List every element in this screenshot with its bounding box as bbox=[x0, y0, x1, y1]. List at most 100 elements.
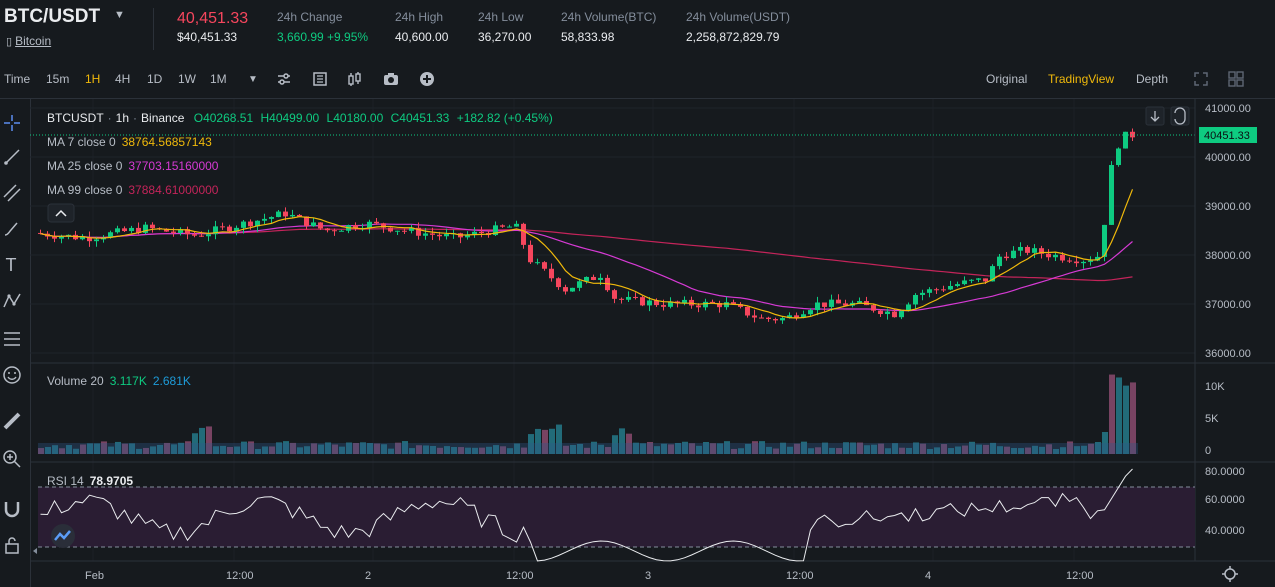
scroll-down-button[interactable] bbox=[1145, 106, 1165, 126]
chart-settings-button[interactable] bbox=[1222, 566, 1238, 582]
chevron-down-icon[interactable]: ▼ bbox=[114, 9, 125, 21]
ma7-line bbox=[40, 189, 1134, 319]
volume-axis: 10K 5K 0 bbox=[1205, 381, 1225, 457]
candle-body bbox=[955, 284, 960, 286]
view-depth[interactable]: Depth bbox=[1136, 72, 1169, 86]
legend-close: C40451.33 bbox=[391, 111, 450, 125]
volume-bars bbox=[38, 374, 1138, 454]
legend-ma25: MA 25 close 0 37703.15160000 bbox=[47, 159, 219, 173]
candle-body bbox=[395, 230, 400, 232]
candle-body bbox=[990, 266, 995, 282]
candle-body bbox=[549, 268, 554, 279]
divider bbox=[153, 8, 154, 50]
candle-body bbox=[521, 223, 526, 245]
interval-1d[interactable]: 1D bbox=[147, 72, 163, 86]
volume-bar bbox=[318, 444, 324, 454]
volume-bar bbox=[857, 442, 863, 454]
ruler-icon[interactable] bbox=[2, 411, 22, 431]
add-circle-icon[interactable] bbox=[419, 71, 435, 87]
lock-icon[interactable] bbox=[2, 535, 22, 555]
candle-body bbox=[1018, 246, 1023, 251]
indicators-icon[interactable] bbox=[312, 71, 328, 87]
scroll-left-button[interactable] bbox=[33, 548, 37, 554]
interval-1w[interactable]: 1W bbox=[178, 72, 196, 86]
candle-body bbox=[437, 234, 442, 237]
candle-body bbox=[381, 223, 386, 228]
interval-4h[interactable]: 4H bbox=[115, 72, 131, 86]
interval-15m[interactable]: 15m bbox=[46, 72, 70, 86]
current-price-tag: 40451.33 bbox=[1199, 127, 1257, 143]
volume-bar bbox=[1074, 446, 1080, 454]
candle-body bbox=[1081, 261, 1086, 264]
candle-type-icon[interactable] bbox=[347, 71, 363, 87]
volume-bar bbox=[1032, 445, 1038, 454]
fib-icon[interactable] bbox=[2, 329, 22, 349]
reset-chart-button[interactable] bbox=[1170, 106, 1190, 126]
grid bbox=[30, 99, 1195, 561]
time-axis[interactable]: Feb 12:00 2 12:00 3 12:00 4 12:00 bbox=[85, 570, 1094, 582]
volume-bar bbox=[465, 447, 471, 454]
candle-body bbox=[1102, 224, 1107, 257]
candle-body bbox=[591, 276, 596, 280]
volume-bar bbox=[850, 442, 856, 454]
volume-bar bbox=[913, 442, 919, 454]
magnet-icon[interactable] bbox=[2, 499, 22, 519]
volume-bar bbox=[675, 442, 681, 454]
fullscreen-icon[interactable] bbox=[1193, 71, 1209, 87]
volume-bar bbox=[983, 444, 989, 454]
interval-1h[interactable]: 1H bbox=[85, 72, 101, 86]
volume-bar bbox=[129, 443, 135, 454]
time-tick-label: 4 bbox=[925, 570, 931, 582]
volume-bar bbox=[143, 447, 149, 454]
channel-icon[interactable] bbox=[2, 183, 22, 203]
volume-bar bbox=[507, 448, 513, 454]
coin-name: Bitcoin bbox=[15, 34, 52, 48]
candle-body bbox=[871, 305, 876, 311]
crosshair-icon[interactable] bbox=[2, 113, 22, 133]
camera-icon[interactable] bbox=[383, 71, 399, 87]
volume-bar bbox=[1004, 446, 1010, 454]
candles bbox=[38, 128, 1135, 324]
price-axis[interactable]: 41000.00 40000.00 39000.00 38000.00 37000.00… bbox=[1205, 103, 1251, 360]
text-tool-icon[interactable]: T bbox=[5, 255, 17, 275]
view-tradingview[interactable]: TradingView bbox=[1048, 72, 1115, 86]
collapse-legend-button[interactable] bbox=[47, 203, 75, 223]
time-tick-label: 12:00 bbox=[1066, 570, 1094, 582]
candle-body bbox=[906, 304, 911, 312]
candle-body bbox=[213, 226, 218, 235]
candle-body bbox=[262, 218, 267, 221]
volume-bar bbox=[395, 442, 401, 454]
volume-bar bbox=[262, 446, 268, 454]
pair-title[interactable]: BTC/USDT bbox=[4, 6, 101, 27]
zoom-icon[interactable] bbox=[2, 449, 22, 469]
emoji-icon[interactable] bbox=[2, 365, 22, 385]
pattern-icon[interactable] bbox=[2, 291, 22, 311]
candle-body bbox=[1095, 256, 1100, 261]
candle-body bbox=[941, 289, 946, 291]
candle-body bbox=[808, 310, 813, 315]
trend-line-icon[interactable] bbox=[2, 147, 22, 167]
volume-bar bbox=[689, 443, 695, 454]
volume-bar bbox=[493, 445, 499, 454]
layout-grid-icon[interactable] bbox=[1228, 71, 1244, 87]
candle-body bbox=[766, 317, 771, 320]
candle-body bbox=[416, 227, 421, 236]
view-original[interactable]: Original bbox=[986, 72, 1028, 86]
refresh-icon bbox=[1174, 107, 1186, 125]
volume-bar bbox=[1011, 448, 1017, 454]
volume-bar bbox=[780, 442, 786, 454]
brush-icon[interactable] bbox=[2, 219, 22, 239]
legend-change: +182.82 (+0.45%) bbox=[457, 111, 553, 125]
price-chart[interactable]: BTCUSDT · 1h · Binance O40268.51 H40499.00 L… bbox=[30, 99, 1275, 587]
coin-link[interactable]: ▯ Bitcoin bbox=[6, 34, 51, 48]
volume-bar bbox=[766, 446, 772, 454]
chevron-down-icon[interactable]: ▼ bbox=[248, 74, 258, 85]
candle-body bbox=[297, 214, 302, 217]
caret-left-icon bbox=[33, 548, 37, 554]
interval-1m[interactable]: 1M bbox=[210, 72, 227, 86]
settings-sliders-icon[interactable] bbox=[276, 71, 292, 87]
candle-body bbox=[633, 296, 638, 298]
candle-body bbox=[290, 214, 295, 217]
volume-bar bbox=[185, 441, 191, 454]
volume-bar bbox=[1123, 385, 1129, 454]
